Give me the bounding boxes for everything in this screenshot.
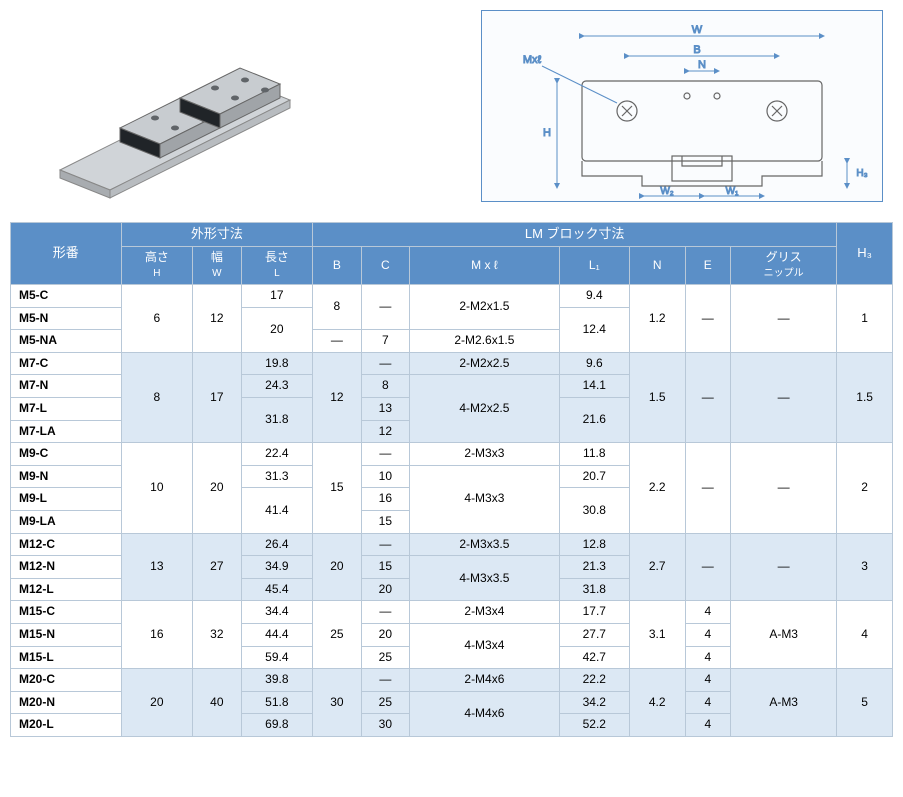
dim-w2: W₂ [660, 186, 673, 197]
th-outer-group: 外形寸法 [121, 223, 313, 247]
table-row: M20-C 20 40 39.8 30 — 2-M4x6 22.2 4.2 4 … [11, 669, 893, 692]
model-cell: M9-N [11, 465, 122, 488]
th-h3: H₃ [837, 223, 893, 285]
model-cell: M7-LA [11, 420, 122, 443]
th-b: B [313, 246, 361, 284]
table-row: M12-C 13 27 26.4 20 — 2-M3x3.5 12.8 2.7 … [11, 533, 893, 556]
model-cell: M7-C [11, 352, 122, 375]
table-row: M9-C 10 20 22.4 15 — 2-M3x3 11.8 2.2 — —… [11, 443, 893, 466]
model-cell: M15-C [11, 601, 122, 624]
th-l: 長さL [241, 246, 313, 284]
model-cell: M15-N [11, 623, 122, 646]
model-cell: M5-NA [11, 330, 122, 353]
model-cell: M20-L [11, 714, 122, 737]
model-cell: M15-L [11, 646, 122, 669]
dim-w: W [692, 24, 703, 36]
dim-w1: W₁ [726, 186, 739, 197]
th-grease: グリスニップル [731, 246, 837, 284]
model-cell: M20-N [11, 691, 122, 714]
table-row: M15-C 16 32 34.4 25 — 2-M3x4 17.7 3.1 4 … [11, 601, 893, 624]
th-mxl: M x ℓ [410, 246, 560, 284]
model-cell: M7-N [11, 375, 122, 398]
model-cell: M5-N [11, 307, 122, 330]
model-cell: M9-L [11, 488, 122, 511]
dim-h3: H₃ [856, 168, 867, 179]
table-row: M7-C 8 17 19.8 12 — 2-M2x2.5 9.6 1.5 — —… [11, 352, 893, 375]
dim-n: N [698, 59, 706, 71]
dim-mxl: Mxℓ [523, 54, 542, 66]
th-lm-group: LM ブロック寸法 [313, 223, 837, 247]
th-w: 幅W [193, 246, 241, 284]
th-n: N [629, 246, 685, 284]
technical-diagram: W B N H H₃ W₂ W₁ Mxℓ [481, 10, 883, 202]
model-cell: M5-C [11, 285, 122, 308]
model-cell: M12-C [11, 533, 122, 556]
dim-b: B [693, 44, 700, 56]
product-illustration [20, 10, 340, 200]
dim-h: H [543, 127, 551, 139]
table-row: M5-C 6 12 17 8 — 2-M2x1.5 9.4 1.2 — — 1 [11, 285, 893, 308]
th-e: E [685, 246, 731, 284]
th-h: 高さH [121, 246, 193, 284]
model-cell: M12-N [11, 556, 122, 579]
spec-table: 形番 外形寸法 LM ブロック寸法 H₃ 高さH 幅W 長さL B C M x … [10, 222, 893, 737]
model-cell: M20-C [11, 669, 122, 692]
th-c: C [361, 246, 409, 284]
model-cell: M9-C [11, 443, 122, 466]
th-model: 形番 [11, 223, 122, 285]
th-l1: L₁ [559, 246, 629, 284]
model-cell: M12-L [11, 578, 122, 601]
model-cell: M9-LA [11, 511, 122, 534]
model-cell: M7-L [11, 398, 122, 421]
